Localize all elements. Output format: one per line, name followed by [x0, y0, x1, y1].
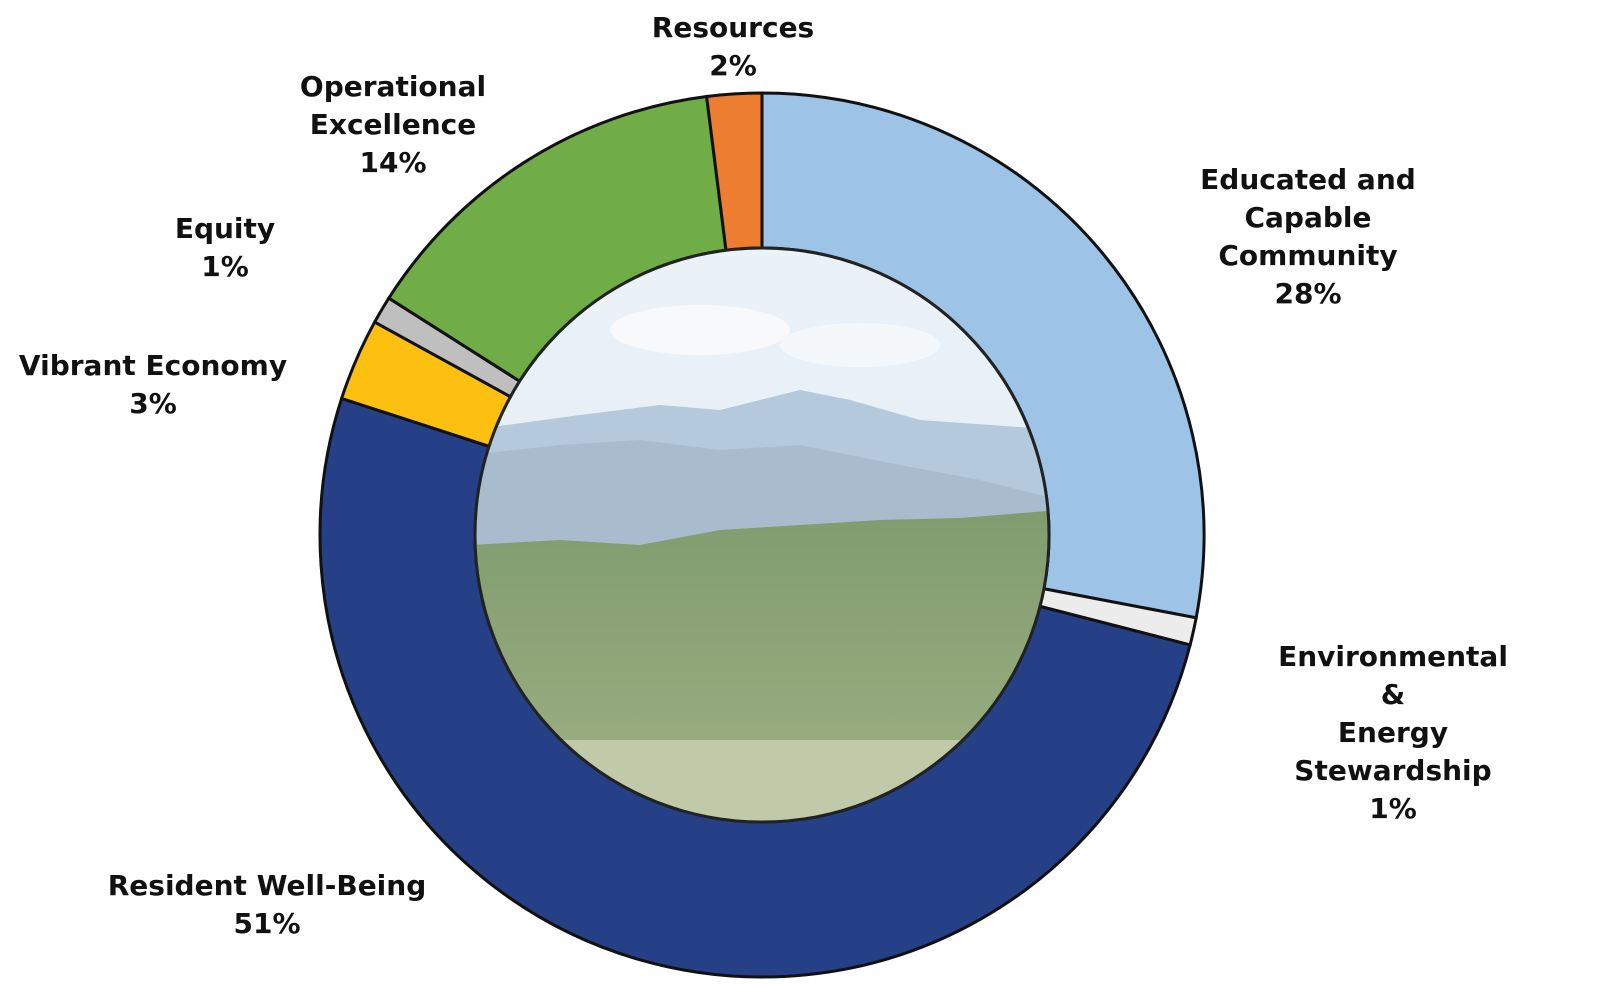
- slice-label: Resident Well-Being 51%: [108, 867, 427, 943]
- percent-label: 2%: [709, 49, 757, 82]
- center-photo: [475, 248, 1049, 822]
- slice-label: Vibrant Economy 3%: [19, 347, 287, 423]
- percent-label: 28%: [1274, 277, 1342, 310]
- category-name: Vibrant Economy: [18, 349, 288, 382]
- category-name: Resident Well-Being: [107, 869, 427, 902]
- percent-label: 51%: [233, 907, 301, 940]
- category-name: Environmental & Energy Stewardship: [1278, 640, 1508, 787]
- category-name: Resources: [651, 11, 815, 44]
- percent-label: 3%: [129, 387, 177, 420]
- slice-label: Resources 2%: [652, 9, 814, 85]
- slice-label: Educated and Capable Community 28%: [1162, 161, 1454, 313]
- inner-border: [473, 246, 1051, 824]
- slice-label: Environmental & Energy Stewardship 1%: [1278, 638, 1508, 828]
- category-name: Operational Excellence: [299, 70, 487, 141]
- percent-label: 1%: [1369, 792, 1417, 825]
- percent-label: 1%: [201, 250, 249, 283]
- category-name: Educated and Capable Community: [1200, 163, 1416, 272]
- percent-label: 14%: [359, 146, 427, 179]
- slice-label: Operational Excellence 14%: [300, 68, 486, 182]
- slice-label: Equity 1%: [175, 210, 275, 286]
- category-name: Equity: [174, 212, 276, 245]
